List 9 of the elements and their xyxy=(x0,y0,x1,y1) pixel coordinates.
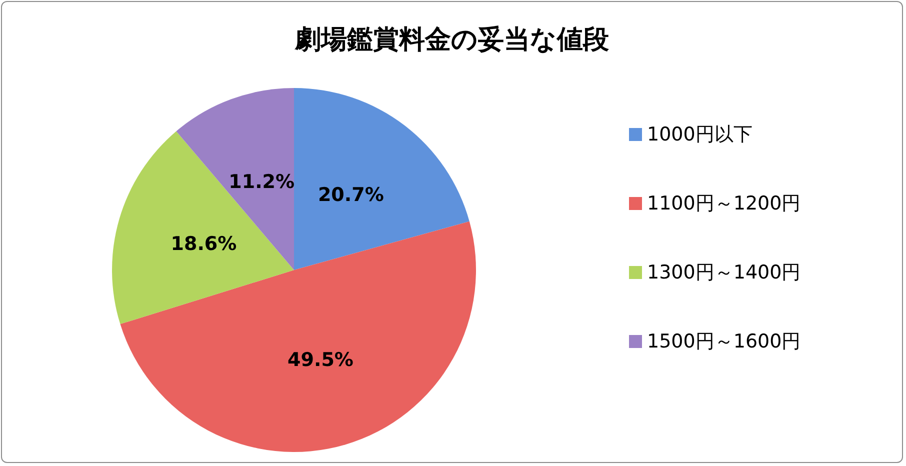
chart-title: 劇場鑑賞料金の妥当な値段 xyxy=(294,25,610,55)
data-label: 11.2% xyxy=(228,170,295,193)
legend-label: 1000円以下 xyxy=(647,124,752,146)
legend-label: 1100円～1200円 xyxy=(647,192,801,214)
legend-label: 1500円～1600円 xyxy=(647,330,801,352)
data-label: 49.5% xyxy=(288,349,354,372)
data-label: 18.6% xyxy=(170,232,237,255)
legend-label: 1300円～1400円 xyxy=(647,262,801,284)
data-label: 20.7% xyxy=(318,184,384,206)
